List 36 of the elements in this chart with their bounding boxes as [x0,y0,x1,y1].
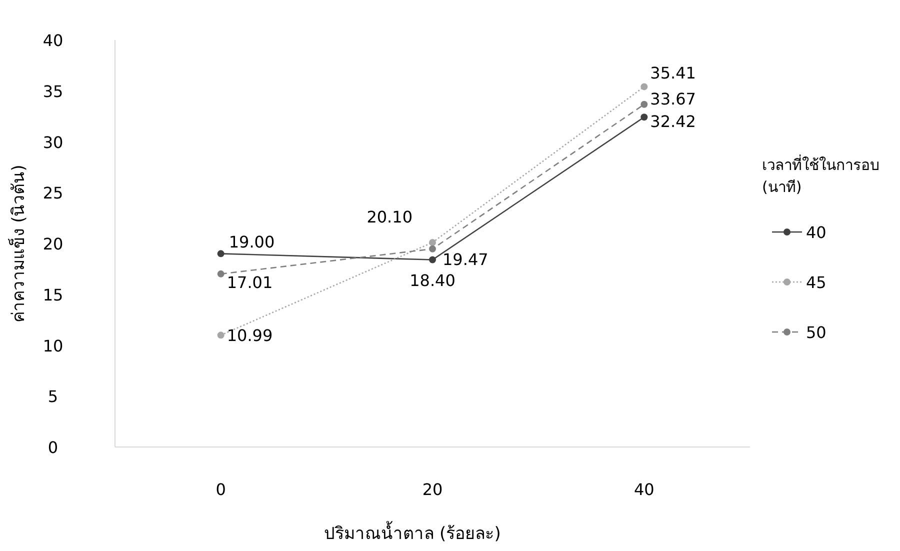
legend-label: 40 [806,223,826,242]
point [217,250,224,258]
y-axis-title: ค่าความแข็ง (นิวตัน) [7,164,29,322]
y-tick-label: 0 [48,438,58,457]
point [217,270,224,278]
data-label: 18.40 [410,270,456,290]
point [640,114,648,121]
legend-title: เวลาที่ใช้ในการอบ (นาที) [762,154,880,196]
point [640,100,648,108]
point [429,256,436,264]
y-tick-label: 10 [42,336,64,356]
x-tick-label: 0 [216,480,226,499]
y-tick-label: 40 [42,31,64,50]
data-label: 20.10 [366,207,412,226]
point [429,245,436,252]
y-tick-label: 30 [42,132,64,152]
x-axis-title: ปริมาณน้ำตาล (ร้อยละ) [324,521,501,544]
legend-label: 50 [806,323,826,342]
y-tick-label: 5 [48,387,58,406]
point [429,238,436,246]
legend-label: 45 [806,273,826,292]
data-label: 17.01 [226,272,273,292]
data-label: 33.67 [650,89,696,108]
data-label: 19.47 [442,250,488,269]
y-tick-label: 25 [42,184,64,203]
data-label: 32.42 [650,112,696,132]
y-tick-label: 15 [42,285,64,304]
data-label: 19.00 [228,232,275,252]
y-tick-label: 35 [42,82,64,101]
point [640,83,648,90]
data-label: 35.41 [650,64,696,83]
data-label: 10.99 [226,326,273,346]
y-tick-label: 20 [42,234,64,254]
x-tick-label: 40 [634,480,654,499]
x-tick-label: 20 [422,480,443,499]
point [217,332,224,339]
